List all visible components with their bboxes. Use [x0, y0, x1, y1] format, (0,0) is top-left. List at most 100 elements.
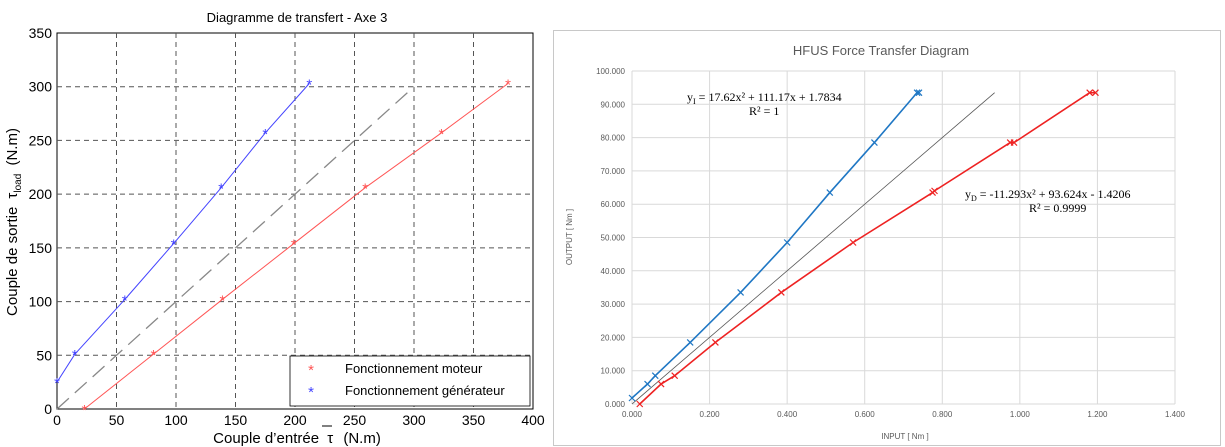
y-tick-label: 100.000: [596, 67, 625, 76]
data-point: *: [81, 402, 87, 419]
x-tick-label: 400: [521, 412, 545, 428]
annotation-decreasing: yD = -11.293x² + 93.624x - 1.4206 R² = 0…: [965, 187, 1130, 215]
y-tick-label: 60.000: [601, 200, 626, 209]
y-tick-label: 0.000: [605, 400, 626, 409]
data-point: *: [505, 76, 511, 93]
legend: * Fonctionnement moteur * Fonctionnement…: [289, 355, 531, 407]
y-tick-label: 50.000: [601, 234, 626, 243]
data-point: *: [306, 76, 312, 93]
x-tick-label: 0.600: [855, 410, 876, 419]
y-tick-label: 90.000: [601, 100, 626, 109]
reference-line: [56, 86, 415, 410]
reference-line: [631, 92, 995, 405]
data-point: [783, 239, 791, 246]
x-tick-label: 150: [224, 412, 248, 428]
x-tick-labels: 0 50 100 150 200 250 300 350 400: [53, 412, 545, 428]
x-tick-label: 350: [462, 412, 486, 428]
data-point: [671, 372, 679, 380]
x-tick-label: 1.000: [1010, 410, 1031, 419]
y-tick-label: 150: [29, 240, 53, 256]
data-point: *: [438, 126, 444, 143]
data-series: * * * * * * * * * * * * * *: [54, 76, 511, 419]
svg-text:yI = 17.62x² + 111.17x + 1.783: yI = 17.62x² + 111.17x + 1.7834: [687, 90, 842, 106]
y-tick-label: 200: [29, 186, 53, 202]
series-line: [639, 91, 1096, 405]
data-point: [628, 394, 636, 402]
series-line: [56, 83, 310, 383]
data-point: [686, 338, 694, 346]
data-point: [1086, 89, 1094, 97]
data-point: *: [171, 237, 177, 254]
x-tick-label: 0.800: [932, 410, 953, 419]
y-tick-label: 80.000: [601, 134, 626, 143]
legend-label-generator: Fonctionnement générateur: [345, 383, 505, 398]
x-tick-label: 1.400: [1165, 410, 1186, 419]
x-tick-label: 0.000: [622, 410, 643, 419]
data-point: [777, 289, 785, 296]
y-axis-label: OUTPUT [ Nm ]: [565, 209, 574, 265]
data-point: *: [218, 181, 224, 198]
x-axis-label: Couple d’entrée τ (N.m): [213, 430, 381, 447]
y-tick-label: 0: [44, 401, 52, 417]
svg-text:yD = -11.293x² + 93.624x - 1.4: yD = -11.293x² + 93.624x - 1.4206: [965, 187, 1130, 203]
x-tick-label: 100: [164, 412, 188, 428]
data-point: [931, 187, 938, 195]
y-tick-labels: 0 50 100 150 200 250 300 350: [29, 25, 53, 417]
y-tick-labels: 0.000 10.000 20.000 30.000 40.000 50.000 60.00…: [596, 67, 625, 409]
grid: [631, 70, 1176, 405]
data-point: [826, 189, 834, 196]
x-tick-label: 0: [53, 412, 61, 428]
data-point: [711, 338, 719, 346]
svg-text:R² = 1: R² = 1: [749, 104, 779, 118]
y-axis-symbol: τ: [4, 193, 21, 199]
data-point: *: [262, 126, 268, 143]
x-tick-label: 0.200: [700, 410, 721, 419]
y-tick-label: 70.000: [601, 167, 626, 176]
data-point: [657, 380, 665, 388]
x-tick-label: 50: [109, 412, 125, 428]
x-tick-label: 250: [343, 412, 367, 428]
x-tick-label: 200: [283, 412, 307, 428]
legend-marker-motor: *: [308, 362, 314, 379]
data-point: [1010, 139, 1018, 147]
data-point: *: [362, 181, 368, 198]
data-point: [915, 89, 923, 97]
data-point: [870, 139, 878, 147]
identity-line: [631, 92, 995, 405]
data-point: *: [291, 237, 297, 254]
legend-marker-generator: *: [308, 384, 314, 401]
x-tick-label: 0.400: [777, 410, 798, 419]
svg-text:R² = 0.9999: R² = 0.9999: [1029, 201, 1086, 215]
data-point: [737, 289, 745, 296]
data-point: [849, 239, 857, 246]
data-series: [628, 89, 1099, 408]
plot-area: [56, 32, 534, 410]
x-tick-label: 300: [402, 412, 426, 428]
data-point: [636, 400, 644, 408]
series-line: [631, 91, 920, 399]
y-axis-label: Couple de sortie τload (N.m): [4, 128, 25, 316]
data-point: [1092, 89, 1099, 97]
chart-title: HFUS Force Transfer Diagram: [793, 43, 969, 58]
hfus-chart-frame: HFUS Force Transfer Diagram 0.000 0.200 0.…: [553, 30, 1221, 446]
y-tick-label: 30.000: [601, 300, 626, 309]
x-tick-labels: 0.000 0.200 0.400 0.600 0.800 1.000 1.200 1.400: [622, 410, 1186, 419]
annotation-increasing: yI = 17.62x² + 111.17x + 1.7834 R² = 1: [687, 90, 842, 118]
y-tick-label: 10.000: [601, 367, 626, 376]
y-tick-label: 50: [36, 347, 52, 363]
identity-line: [56, 86, 415, 410]
y-tick-label: 250: [29, 132, 53, 148]
data-point: *: [54, 375, 60, 392]
data-point: [644, 380, 651, 388]
legend-label-motor: Fonctionnement moteur: [345, 361, 483, 376]
data-point: *: [219, 292, 225, 309]
transfer-diagram-axe3: Diagramme de transfert - Axe 3 *********…: [4, 10, 545, 447]
y-tick-label: 40.000: [601, 267, 626, 276]
data-point: *: [122, 292, 128, 309]
y-tick-label: 100: [29, 294, 53, 310]
chart-title: Diagramme de transfert - Axe 3: [207, 10, 388, 25]
y-tick-label: 20.000: [601, 333, 626, 342]
y-tick-label: 300: [29, 79, 53, 95]
x-axis-label: INPUT [ Nm ]: [881, 432, 928, 441]
data-point: *: [150, 347, 156, 364]
